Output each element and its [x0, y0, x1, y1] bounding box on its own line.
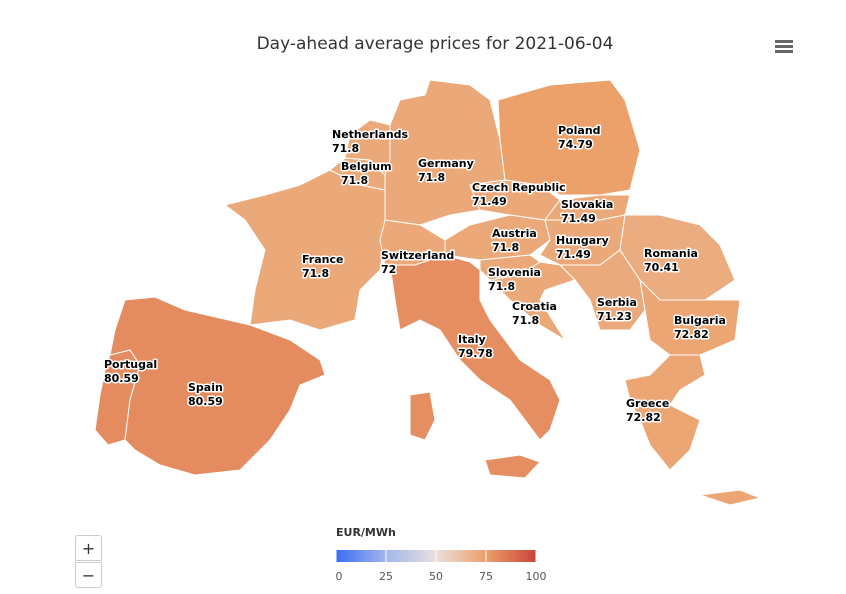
- region-value: 71.49: [561, 212, 596, 225]
- legend-title: EUR/MWh: [336, 526, 396, 539]
- region-name: Czech Republic: [472, 181, 566, 194]
- region-name: Slovakia: [561, 198, 613, 211]
- region: [639, 278, 741, 356]
- region-value: 79.78: [458, 347, 493, 360]
- zoom-in[interactable]: +: [75, 535, 102, 561]
- region-value: 71.49: [556, 248, 591, 261]
- menu-button[interactable]: [775, 40, 793, 53]
- region-name: Italy: [458, 333, 486, 346]
- region-name: Spain: [188, 381, 223, 394]
- region-name: Slovenia: [488, 266, 541, 279]
- region-value: 71.8: [418, 171, 445, 184]
- region-value: 71.8: [341, 174, 368, 187]
- legend-tick-label: 0: [336, 570, 343, 583]
- region-name: Belgium: [341, 160, 392, 173]
- legend-tick-label: 25: [379, 570, 393, 583]
- region-value: 72.82: [626, 411, 661, 424]
- region-value: 71.8: [512, 314, 539, 327]
- region-name: Hungary: [556, 234, 609, 247]
- legend-tick-label: 75: [479, 570, 493, 583]
- region: [389, 254, 561, 479]
- region: [624, 354, 762, 506]
- legend-tick-label: 100: [526, 570, 547, 583]
- region-name: Serbia: [597, 296, 637, 309]
- region-name: France: [302, 253, 343, 266]
- zoom-out[interactable]: −: [75, 562, 102, 588]
- region-value: 71.23: [597, 310, 632, 323]
- map-title: Day-ahead average prices for 2021-06-04: [257, 34, 614, 54]
- region-value: 71.8: [488, 280, 515, 293]
- region-name: Netherlands: [332, 128, 409, 141]
- region-name: Switzerland: [381, 249, 454, 262]
- region-value: 70.41: [644, 261, 679, 274]
- region-value: 71.8: [302, 267, 329, 280]
- region: [109, 296, 326, 476]
- region-name: Austria: [492, 227, 537, 240]
- region-value: 71.8: [492, 241, 519, 254]
- region-value: 71.49: [472, 195, 507, 208]
- region: [488, 261, 576, 341]
- region-name: Croatia: [512, 300, 557, 313]
- region-name: Bulgaria: [674, 314, 726, 327]
- region-name: Portugal: [104, 358, 157, 371]
- region-name: Poland: [558, 124, 601, 137]
- region-value: 80.59: [104, 372, 139, 385]
- region-name: Greece: [626, 397, 669, 410]
- region-value: 74.79: [558, 138, 593, 151]
- menu-bar: [775, 50, 793, 53]
- region-value: 80.59: [188, 395, 223, 408]
- region: [497, 79, 641, 196]
- region-name: Romania: [644, 247, 698, 260]
- region: [223, 169, 386, 331]
- menu-bar: [775, 45, 793, 48]
- region-value: 72.82: [674, 328, 709, 341]
- region-value: 72: [381, 263, 396, 276]
- menu-bar: [775, 40, 793, 43]
- legend-tick-label: 50: [429, 570, 443, 583]
- region-value: 71.8: [332, 142, 359, 155]
- region-name: Germany: [418, 157, 474, 170]
